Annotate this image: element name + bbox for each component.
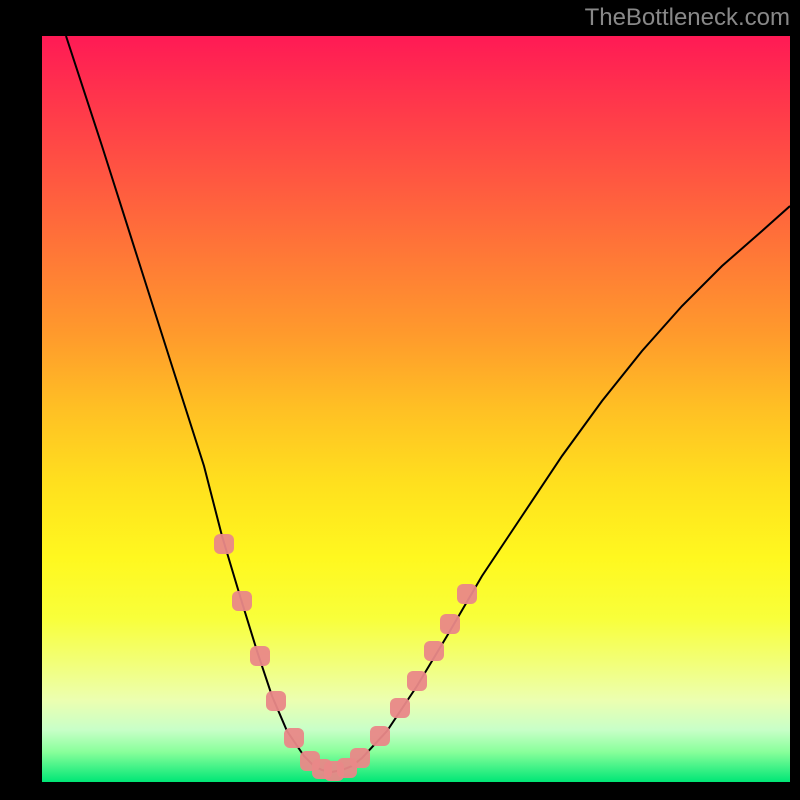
chart-svg: [42, 36, 790, 782]
curve-marker: [232, 591, 252, 611]
curve-marker: [370, 726, 390, 746]
curve-marker: [266, 691, 286, 711]
curve-marker: [350, 748, 370, 768]
curve-marker: [284, 728, 304, 748]
curve-marker: [407, 671, 427, 691]
curve-marker: [250, 646, 270, 666]
curve-marker: [214, 534, 234, 554]
chart-background: [42, 36, 790, 782]
chart-plot-area: [42, 36, 790, 782]
curve-marker: [440, 614, 460, 634]
curve-marker: [457, 584, 477, 604]
curve-marker: [424, 641, 444, 661]
curve-marker: [390, 698, 410, 718]
watermark-text: TheBottleneck.com: [585, 4, 790, 32]
